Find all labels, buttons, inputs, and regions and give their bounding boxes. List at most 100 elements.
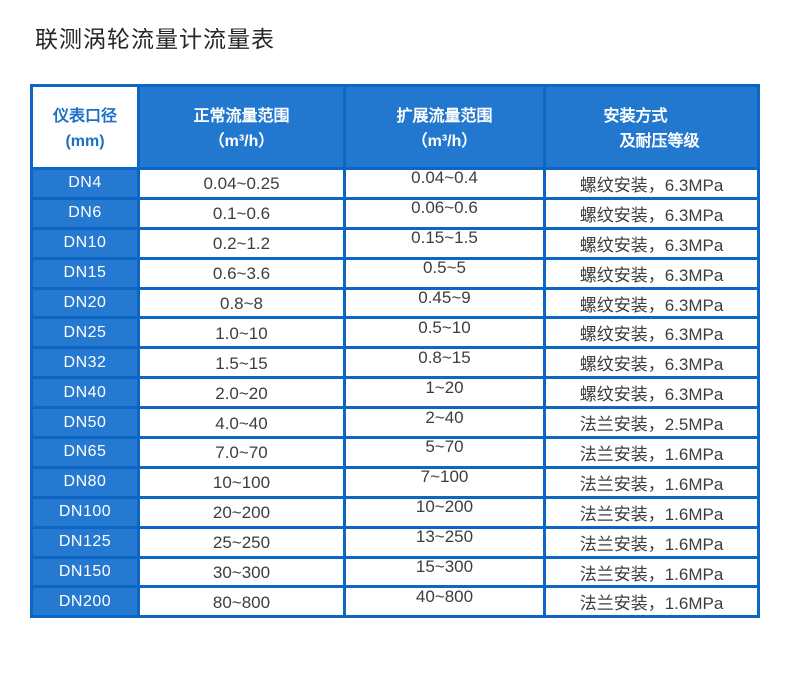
table-row: DN50 4.0~40 2~40 法兰安装，2.5MPa [30, 406, 760, 440]
header-row: 仪表口径 (mm) 正常流量范围 （m³/h） 扩展流量范围 （m³/h） 安装… [30, 84, 760, 170]
table-row: DN200 80~800 40~800 法兰安装，1.6MPa [30, 585, 760, 619]
extended-range-cell: 1~20 [343, 376, 546, 410]
normal-range-value: 80~800 [212, 592, 271, 612]
header-extended-range-line2: （m³/h） [411, 133, 478, 150]
normal-range-value: 2.0~20 [215, 383, 268, 403]
install-cell: 螺纹安装，6.3MPa [543, 167, 760, 200]
flowmeter-spec-table: 仪表口径 (mm) 正常流量范围 （m³/h） 扩展流量范围 （m³/h） 安装… [30, 84, 760, 619]
install-cell: 螺纹安装，6.3MPa [543, 286, 760, 320]
install-cell: 螺纹安装，6.3MPa [543, 316, 760, 350]
extended-range-value: 0.06~0.6 [411, 198, 478, 218]
normal-range-value: 1.5~15 [215, 353, 268, 373]
table-row: DN10 0.2~1.2 0.15~1.5 螺纹安装，6.3MPa [30, 226, 760, 260]
header-diameter: 仪表口径 (mm) [30, 84, 140, 170]
normal-range-value: 7.0~70 [215, 443, 268, 463]
header-install-line1: 安装方式 [603, 108, 668, 125]
dn-cell: DN100 [30, 495, 140, 529]
extended-range-value: 2~40 [425, 407, 464, 427]
normal-range-cell: 0.1~0.6 [137, 196, 346, 230]
dn-cell: DN10 [30, 226, 140, 260]
extended-range-cell: 0.5~10 [343, 316, 546, 350]
extended-range-value: 13~250 [415, 527, 474, 547]
normal-range-value: 0.8~8 [219, 294, 263, 313]
table-row: DN65 7.0~70 5~70 法兰安装，1.6MPa [30, 436, 760, 469]
dn-cell: DN20 [30, 286, 140, 320]
normal-range-cell: 1.0~10 [137, 316, 346, 350]
header-install-line2: 及耐压等级 [619, 133, 700, 150]
extended-range-cell: 2~40 [343, 406, 546, 440]
install-cell: 螺纹安装，6.3MPa [543, 226, 760, 260]
normal-range-cell: 0.8~8 [137, 286, 346, 320]
install-cell: 法兰安装，1.6MPa [543, 585, 760, 619]
extended-range-cell: 0.06~0.6 [343, 196, 546, 230]
extended-range-value: 0.5~10 [418, 317, 471, 337]
extended-range-cell: 0.45~9 [343, 286, 546, 320]
normal-range-cell: 0.04~0.25 [137, 167, 346, 200]
extended-range-value: 10~200 [415, 497, 474, 517]
header-normal-range-line1: 正常流量范围 [193, 108, 290, 125]
extended-range-cell: 0.5~5 [343, 256, 546, 290]
normal-range-cell: 0.2~1.2 [137, 226, 346, 260]
extended-range-value: 1~20 [425, 377, 464, 397]
normal-range-cell: 4.0~40 [137, 406, 346, 440]
normal-range-value: 30~300 [212, 563, 271, 583]
dn-cell: DN25 [30, 316, 140, 350]
dn-cell: DN4 [30, 167, 140, 200]
header-install-lines: 安装方式 及耐压等级 [603, 104, 699, 154]
dn-cell: DN50 [30, 406, 140, 440]
dn-cell: DN80 [30, 465, 140, 499]
table-row: DN20 0.8~8 0.45~9 螺纹安装，6.3MPa [30, 286, 760, 320]
normal-range-value: 0.04~0.25 [203, 174, 280, 194]
normal-range-cell: 7.0~70 [137, 436, 346, 469]
extended-range-cell: 0.15~1.5 [343, 226, 546, 260]
page-title: 联测涡轮流量计流量表 [35, 26, 275, 52]
extended-range-value: 7~100 [420, 467, 469, 487]
normal-range-cell: 20~200 [137, 495, 346, 529]
table-row: DN25 1.0~10 0.5~10 螺纹安装，6.3MPa [30, 316, 760, 350]
extended-range-cell: 0.8~15 [343, 346, 546, 380]
extended-range-value: 0.5~5 [422, 258, 466, 278]
extended-range-value: 0.8~15 [418, 347, 471, 367]
header-extended-range: 扩展流量范围 （m³/h） [343, 84, 546, 170]
normal-range-value: 10~100 [212, 473, 271, 493]
header-diameter-line1: 仪表口径 [52, 108, 117, 125]
normal-range-value: 1.0~10 [215, 323, 268, 343]
table-row: DN40 2.0~20 1~20 螺纹安装，6.3MPa [30, 376, 760, 410]
table-row: DN125 25~250 13~250 法兰安装，1.6MPa [30, 525, 760, 559]
normal-range-cell: 80~800 [137, 585, 346, 619]
table-row: DN6 0.1~0.6 0.06~0.6 螺纹安装，6.3MPa [30, 196, 760, 230]
install-cell: 螺纹安装，6.3MPa [543, 376, 760, 410]
normal-range-cell: 30~300 [137, 555, 346, 589]
dn-cell: DN15 [30, 256, 140, 290]
table-row: DN100 20~200 10~200 法兰安装，1.6MPa [30, 495, 760, 529]
extended-range-value: 40~800 [415, 586, 474, 606]
table-body: DN4 0.04~0.25 0.04~0.4 螺纹安装，6.3MPa DN6 0.1~0.… [30, 167, 760, 619]
table-header: 仪表口径 (mm) 正常流量范围 （m³/h） 扩展流量范围 （m³/h） 安装… [30, 84, 760, 170]
dn-cell: DN40 [30, 376, 140, 410]
dn-cell: DN200 [30, 585, 140, 619]
normal-range-value: 4.0~40 [215, 413, 268, 433]
normal-range-cell: 0.6~3.6 [137, 256, 346, 290]
install-cell: 螺纹安装，6.3MPa [543, 346, 760, 380]
install-cell: 法兰安装，1.6MPa [543, 525, 760, 559]
extended-range-cell: 0.04~0.4 [343, 167, 546, 200]
extended-range-value: 0.45~9 [418, 288, 471, 307]
extended-range-cell: 13~250 [343, 525, 546, 559]
dn-cell: DN6 [30, 196, 140, 230]
table-row: DN32 1.5~15 0.8~15 螺纹安装，6.3MPa [30, 346, 760, 380]
normal-range-cell: 1.5~15 [137, 346, 346, 380]
normal-range-cell: 2.0~20 [137, 376, 346, 410]
extended-range-cell: 40~800 [343, 585, 546, 619]
normal-range-value: 0.2~1.2 [212, 234, 271, 254]
table-row: DN15 0.6~3.6 0.5~5 螺纹安装，6.3MPa [30, 256, 760, 290]
extended-range-cell: 7~100 [343, 465, 546, 499]
header-extended-range-line1: 扩展流量范围 [396, 108, 493, 125]
install-cell: 法兰安装，1.6MPa [543, 495, 760, 529]
header-normal-range-line2: （m³/h） [208, 133, 275, 150]
header-normal-range: 正常流量范围 （m³/h） [137, 84, 346, 170]
table-row: DN80 10~100 7~100 法兰安装，1.6MPa [30, 465, 760, 499]
table-row: DN4 0.04~0.25 0.04~0.4 螺纹安装，6.3MPa [30, 167, 760, 200]
extended-range-cell: 5~70 [343, 436, 546, 469]
normal-range-value: 0.1~0.6 [212, 204, 271, 224]
extended-range-cell: 15~300 [343, 555, 546, 589]
